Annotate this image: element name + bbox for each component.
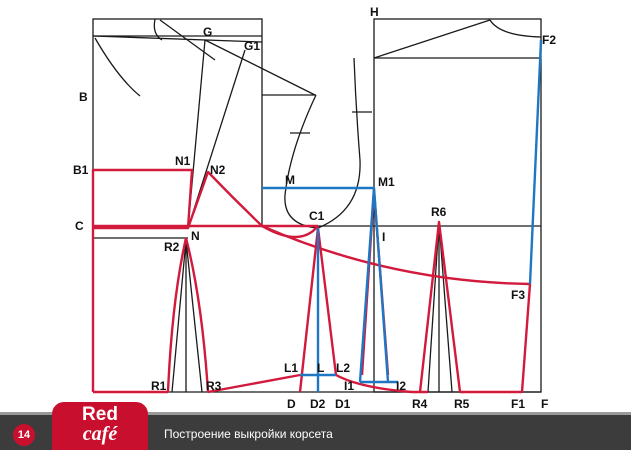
- label-n2: N2: [210, 163, 226, 177]
- redcafe-logo[interactable]: Red café: [52, 402, 148, 450]
- label-i2: I2: [396, 379, 406, 393]
- label-f1: F1: [511, 397, 525, 411]
- label-i: I: [382, 230, 385, 244]
- label-m1: M1: [378, 175, 395, 189]
- label-n1: N1: [175, 154, 191, 168]
- label-r3: R3: [206, 379, 222, 393]
- f2-f3-line: [528, 39, 543, 285]
- front-shoulder-line: [373, 19, 491, 59]
- back-panel-lines: [262, 39, 543, 392]
- label-c1: C1: [309, 209, 325, 223]
- back-block-frame: [92, 18, 263, 227]
- label-d: D: [287, 397, 296, 411]
- label-r4: R4: [412, 397, 428, 411]
- label-l: L: [317, 361, 324, 375]
- footer-caption: Построение выкройки корсета: [164, 427, 333, 441]
- dart-r2-left: [171, 239, 187, 393]
- panel-b1-outline: [91, 168, 194, 230]
- label-f3: F3: [511, 288, 525, 302]
- side-armhole-curve: [317, 57, 361, 229]
- hem-l2-r4: [335, 373, 428, 394]
- label-g: G: [203, 25, 212, 39]
- label-l1: L1: [284, 361, 298, 375]
- corset-pattern-diagram: B B1 C G G1 H F2 N1 N2 N R2 M M1 C1 I R6…: [73, 5, 556, 411]
- label-b: B: [79, 90, 88, 104]
- front-armhole-curve: [284, 94, 319, 229]
- label-r2: R2: [164, 240, 180, 254]
- dart-r6-left: [427, 221, 440, 393]
- dart-r2-red-left: [166, 237, 188, 393]
- shoulder-line-g1: [204, 39, 316, 96]
- label-r5: R5: [454, 397, 470, 411]
- label-f: F: [541, 397, 548, 411]
- front-block-frame: [373, 18, 542, 393]
- back-neck-curve: [153, 18, 163, 41]
- label-l2: L2: [336, 361, 350, 375]
- dart-r2-red-right: [184, 237, 210, 393]
- label-m: M: [285, 173, 295, 187]
- shoulder-line-g: [159, 19, 216, 61]
- page-number-badge: 14: [13, 424, 35, 446]
- dart-r2-right: [185, 239, 203, 393]
- label-c: C: [75, 219, 84, 233]
- dart-m1-blue: [358, 186, 390, 383]
- label-r1: R1: [151, 379, 167, 393]
- panel-n2-curve: [186, 170, 319, 239]
- label-b1: B1: [73, 163, 89, 177]
- logo-text-cafe: café: [82, 423, 118, 445]
- dart-r6-red: [418, 220, 462, 393]
- logo-text-red: Red: [82, 404, 118, 425]
- dart-r6-right: [438, 221, 453, 393]
- back-armhole-curve: [94, 37, 141, 97]
- label-h: H: [370, 5, 379, 19]
- big-arc-f3: [261, 224, 531, 286]
- label-i1: I1: [344, 379, 354, 393]
- label-f2: F2: [542, 33, 556, 47]
- hem-r3-l1: [207, 373, 301, 394]
- front-neck-curve: [489, 19, 542, 38]
- back-neck-line: [92, 35, 263, 43]
- label-r6: R6: [431, 205, 447, 219]
- label-d2: D2: [310, 397, 326, 411]
- label-g1: G1: [244, 39, 260, 53]
- point-labels: B B1 C G G1 H F2 N1 N2 N R2 M M1 C1 I R6…: [73, 5, 556, 411]
- label-d1: D1: [335, 397, 351, 411]
- side-f1-f3: [520, 283, 532, 393]
- label-n: N: [191, 229, 200, 243]
- front-panel-lines: [91, 168, 532, 394]
- footer-divider: [0, 412, 631, 415]
